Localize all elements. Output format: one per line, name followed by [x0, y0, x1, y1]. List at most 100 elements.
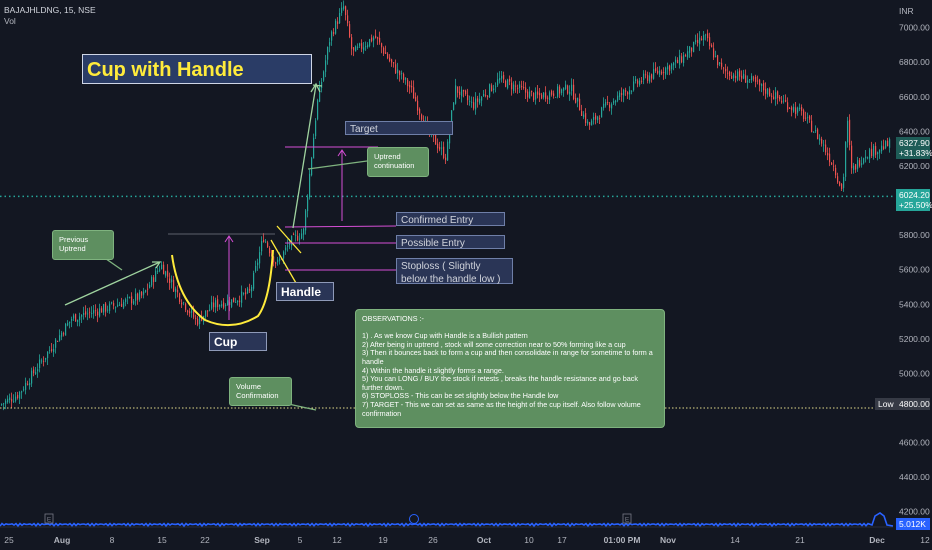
candle-body [397, 69, 399, 74]
candle-body [761, 83, 763, 87]
candle-body [171, 279, 173, 283]
candle-body [521, 86, 523, 88]
candle-body [463, 89, 465, 92]
candle-body [499, 77, 501, 81]
candle-body [497, 79, 499, 86]
candle-body [639, 80, 641, 85]
candle-body [655, 68, 657, 71]
candle-body [39, 359, 41, 369]
candle-body [411, 85, 413, 88]
candle-body [175, 288, 177, 292]
candle-body [855, 164, 857, 170]
candle-body [335, 20, 337, 34]
candle-body [863, 158, 865, 164]
candle-body [23, 389, 25, 391]
candle-body [305, 210, 307, 231]
candle-body [823, 144, 825, 146]
candle-body [31, 370, 33, 384]
y-tick-label: 4600.00 [899, 438, 930, 448]
level-price-tag: 6024.20 +25.50% [896, 189, 932, 211]
candle-body [727, 72, 729, 74]
candle-body [683, 55, 685, 63]
candle-body [287, 245, 289, 247]
candle-body [59, 335, 61, 341]
candle-body [197, 318, 199, 325]
candle-body [241, 291, 243, 303]
symbol-label[interactable]: BAJAJHLDNG, 15, NSE [4, 5, 96, 15]
candle-body [51, 349, 53, 351]
candle-body [69, 321, 71, 324]
candle-body [63, 333, 65, 335]
breakout-arrow [292, 84, 317, 229]
candle-body [735, 76, 737, 79]
candle-body [105, 303, 107, 312]
x-tick-label: 17 [557, 535, 567, 545]
volume-label[interactable]: Vol [4, 16, 16, 26]
candle-body [505, 80, 507, 87]
candle-body [659, 70, 661, 75]
candle-body [641, 80, 643, 82]
candle-body [883, 146, 885, 150]
candle-body [319, 86, 321, 102]
candle-body [713, 48, 715, 58]
candle-body [41, 360, 43, 362]
candle-body [511, 82, 513, 90]
candle-body [701, 38, 703, 41]
candle-body [91, 312, 93, 314]
candle-body [129, 297, 131, 298]
candle-body [529, 91, 531, 99]
candle-body [501, 75, 503, 79]
candle-body [687, 51, 689, 58]
candle-body [9, 397, 11, 401]
candle-body [757, 80, 759, 82]
candle-body [189, 311, 191, 314]
candle-body [751, 76, 753, 81]
candle-body [99, 308, 101, 317]
candle-body [879, 149, 881, 153]
candle-body [93, 310, 95, 314]
candle-body [389, 57, 391, 61]
candle-body [333, 32, 335, 34]
candle-body [217, 299, 219, 308]
candle-body [743, 73, 745, 79]
candle-body [149, 284, 151, 288]
candle-body [215, 300, 217, 308]
candle-body [619, 92, 621, 97]
candle-body [407, 79, 409, 87]
candle-body [135, 293, 137, 301]
candle-body [667, 66, 669, 70]
candle-body [547, 97, 549, 99]
candle-body [207, 310, 209, 312]
candle-body [361, 43, 363, 49]
previous-uptrend-arrow [64, 261, 161, 306]
candle-body [791, 107, 793, 111]
y-tick-label: 7000.00 [899, 23, 930, 33]
candle-body [595, 115, 597, 120]
candle-body [297, 235, 299, 241]
candle-body [169, 278, 171, 284]
candle-body [341, 7, 343, 13]
dividend-marker [409, 514, 419, 524]
candle-body [375, 35, 377, 38]
chart-header: BAJAJHLDNG, 15, NSE Vol [4, 5, 96, 27]
candle-body [813, 132, 815, 133]
candle-body [47, 351, 49, 359]
candle-body [349, 24, 351, 37]
candle-body [107, 309, 109, 311]
candle-body [703, 35, 705, 40]
candle-body [609, 104, 611, 108]
candle-body [133, 301, 135, 304]
observation-item-3: 3) Then it bounces back to form a cup an… [362, 348, 653, 366]
candle-body [555, 96, 557, 98]
candle-body [309, 173, 311, 198]
candle-body [841, 184, 843, 189]
candle-body [541, 94, 543, 99]
candle-body [601, 107, 603, 118]
candle-body [293, 234, 295, 236]
candle-body [11, 399, 13, 402]
candle-body [353, 47, 355, 51]
y-tick-label: 4400.00 [899, 472, 930, 482]
candle-body [211, 302, 213, 309]
candle-body [517, 87, 519, 89]
